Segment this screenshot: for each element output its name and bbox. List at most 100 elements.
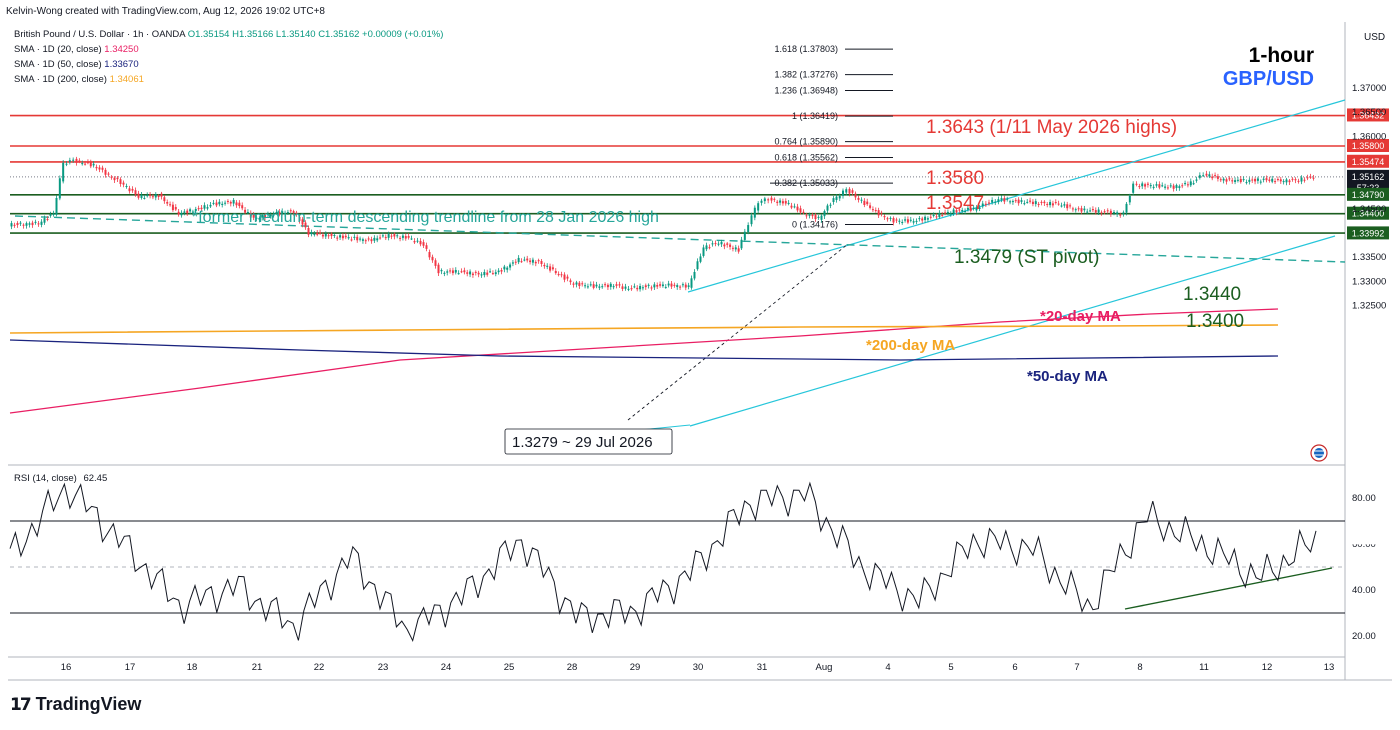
sma20-legend[interactable]: SMA · 1D (20, close) 1.34250 <box>14 44 139 55</box>
sma50-legend[interactable]: SMA · 1D (50, close) 1.33670 <box>14 59 139 70</box>
candle-body <box>832 198 835 202</box>
price-axis: 1.364321.358001.354741.3516257:231.34790… <box>1347 83 1389 312</box>
candle-body <box>186 210 189 214</box>
candle-body <box>128 188 131 192</box>
candle-body <box>624 286 627 289</box>
candle-body <box>918 218 921 220</box>
candle-body <box>1228 178 1231 180</box>
candle-body <box>1077 208 1080 210</box>
candle-body <box>770 197 773 201</box>
time-tick: 28 <box>567 662 578 673</box>
candle-body <box>729 244 732 247</box>
candle-body <box>356 236 359 241</box>
candle-body <box>1236 179 1239 181</box>
candle-body <box>898 220 901 222</box>
rsi-legend[interactable]: RSI (14, close) 62.45 <box>14 473 107 484</box>
fib-label: 1 (1.36419) <box>792 111 838 121</box>
ohlc-high: H1.35166 <box>232 29 274 40</box>
candle-body <box>604 284 607 286</box>
sma200-legend[interactable]: SMA · 1D (200, close) 1.34061 <box>14 74 144 85</box>
candle-body <box>104 169 107 175</box>
rsi-tick: 60.00 <box>1352 539 1376 550</box>
candle-body <box>814 214 817 220</box>
candle-body <box>578 282 581 287</box>
time-tick: 16 <box>61 662 72 673</box>
candle-body <box>131 188 134 191</box>
candle-body <box>581 283 584 285</box>
candle-body <box>1268 179 1271 181</box>
ma200-note: *200-day MA <box>866 337 955 354</box>
price-tag <box>1347 226 1389 240</box>
tradingview-brand[interactable]: 𝟭𝟳 TradingView <box>10 694 141 715</box>
ohlc-close: C1.35162 <box>318 29 360 40</box>
candle-body <box>143 197 146 199</box>
time-tick: 5 <box>948 662 953 673</box>
candle-body <box>416 240 419 242</box>
candle-body <box>177 211 180 215</box>
candle-body <box>938 213 941 218</box>
candle-body <box>627 288 630 290</box>
candle-body <box>1211 176 1214 179</box>
candle-body <box>25 223 28 226</box>
candle-body <box>463 270 466 273</box>
sma20-label: SMA · 1D (20, close) <box>14 44 102 55</box>
support-1-label: 1.3440 <box>1183 284 1241 305</box>
candle-body <box>232 199 235 204</box>
candle-body <box>367 238 370 240</box>
time-tick: 4 <box>885 662 890 673</box>
candle-body <box>509 264 512 268</box>
candle-body <box>43 218 46 223</box>
candle-body <box>1069 205 1072 207</box>
candle-body <box>353 236 356 238</box>
candle-body <box>1026 201 1029 203</box>
candle-body <box>1106 210 1109 212</box>
candle-body <box>209 204 212 207</box>
candle-body <box>681 284 684 286</box>
candle-body <box>517 257 520 263</box>
candle-body <box>1029 200 1032 202</box>
candle-body <box>1214 175 1217 177</box>
candle-body <box>1000 198 1003 200</box>
candle-body <box>1089 210 1092 212</box>
time-tick: 29 <box>630 662 641 673</box>
candle-body <box>229 201 232 204</box>
candle-body <box>364 240 367 242</box>
candle-body <box>284 213 287 215</box>
candle-body <box>857 197 860 200</box>
candle-body <box>714 243 717 245</box>
candle-body <box>1132 183 1135 193</box>
candle-body <box>708 247 711 249</box>
candle-body <box>134 190 137 195</box>
candle-body <box>1300 177 1303 182</box>
candle-body <box>249 213 252 218</box>
candle-body <box>272 214 275 216</box>
candle-body <box>1043 201 1046 204</box>
candle-body <box>149 194 152 197</box>
corner-title: 1-hour GBP/USD <box>1223 44 1314 91</box>
candle-body <box>1285 179 1288 183</box>
candle-body <box>705 245 708 250</box>
rsi-line <box>9 481 1317 643</box>
candle-body <box>1259 181 1262 183</box>
candle-body <box>906 219 909 223</box>
candle-body <box>601 286 604 288</box>
candle-body <box>863 200 866 205</box>
price-tick: 1.36000 <box>1352 131 1386 142</box>
candle-body <box>361 239 364 241</box>
candle-body <box>845 189 848 193</box>
candle-body <box>1271 178 1274 182</box>
candle-body <box>140 194 143 198</box>
candle-body <box>22 224 25 226</box>
candle-body <box>321 234 324 237</box>
candle-body <box>551 267 554 270</box>
candle-body <box>904 219 907 221</box>
flag-icon[interactable] <box>1310 444 1328 462</box>
rsi-divergence-line <box>1124 567 1333 610</box>
fib-label: 1.236 (1.36948) <box>774 86 838 96</box>
candle-body <box>62 162 65 182</box>
low-note: 1.3279 ~ 29 Jul 2026 <box>512 434 653 451</box>
candle-body <box>1169 185 1172 187</box>
candle-body <box>969 207 972 211</box>
candle-body <box>584 285 587 287</box>
